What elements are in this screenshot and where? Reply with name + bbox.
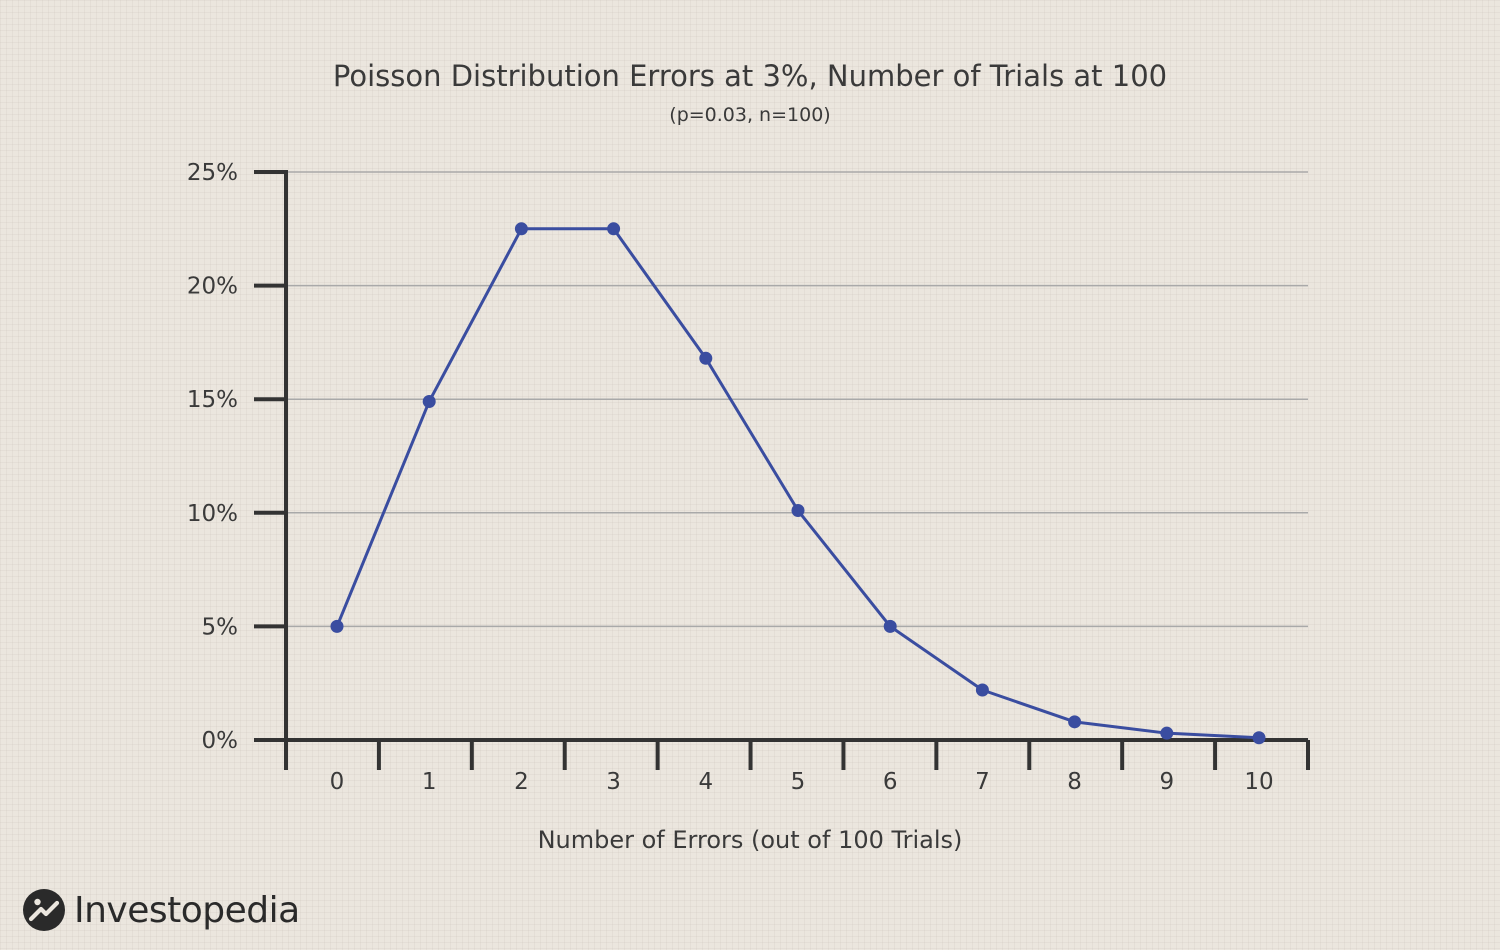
x-tick-label: 9: [1159, 769, 1174, 795]
y-tick-labels: 0% 5% 10% 15% 20% 25%: [187, 160, 238, 754]
y-tick-label: 0%: [202, 728, 239, 754]
x-tick-label: 10: [1244, 769, 1273, 795]
x-tick-label: 6: [883, 769, 898, 795]
x-tick-label: 2: [514, 769, 529, 795]
investopedia-logo-icon: [23, 889, 65, 931]
data-point: [975, 683, 989, 697]
x-tick-label: 7: [975, 769, 990, 795]
x-axis-title: Number of Errors (out of 100 Trials): [538, 826, 963, 854]
data-point: [330, 619, 344, 633]
x-tick-label: 0: [330, 769, 345, 795]
data-point: [791, 504, 805, 518]
x-tick-labels: 0 1 2 3 4 5 6 7 8 9 10: [330, 769, 1274, 795]
y-tick-label: 25%: [187, 160, 238, 186]
series: [330, 222, 1266, 745]
x-tick-label: 5: [791, 769, 806, 795]
gridlines: [286, 171, 1308, 628]
data-point: [422, 394, 436, 408]
y-tick-label: 20%: [187, 274, 238, 300]
x-tick-label: 8: [1067, 769, 1082, 795]
data-point: [1068, 715, 1082, 729]
y-tick-label: 5%: [202, 614, 239, 640]
data-point: [699, 351, 713, 365]
brand-name: Investopedia: [74, 889, 300, 931]
series-line: [335, 227, 1260, 740]
data-point: [1160, 726, 1174, 740]
data-point: [514, 222, 528, 236]
chart-title: Poisson Distribution Errors at 3%, Numbe…: [333, 59, 1167, 93]
x-tick-label: 4: [698, 769, 713, 795]
data-point: [1252, 731, 1266, 745]
x-tick-label: 1: [422, 769, 437, 795]
data-point: [883, 619, 897, 633]
axes: [254, 170, 1310, 770]
chart-subtitle: (p=0.03, n=100): [669, 104, 830, 126]
data-point: [607, 222, 621, 236]
y-tick-label: 10%: [187, 501, 238, 527]
x-tick-label: 3: [606, 769, 621, 795]
brand-logo: Investopedia: [22, 884, 300, 936]
y-tick-label: 15%: [187, 387, 238, 413]
